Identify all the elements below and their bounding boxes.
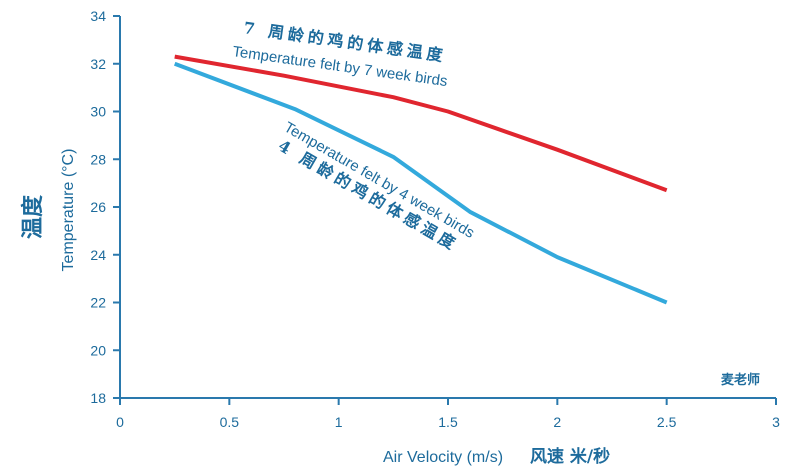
y-tick-label: 26 (90, 199, 106, 215)
y-tick-label: 34 (90, 8, 106, 24)
series-7week-line (174, 54, 668, 193)
x-tick-label: 2.5 (657, 414, 677, 430)
y-tick-label: 20 (90, 342, 106, 358)
x-tick-label: 1.5 (438, 414, 458, 430)
y-tick-label: 22 (90, 295, 106, 311)
x-ticks: 0 0.5 1 1.5 2 2.5 3 (116, 398, 780, 430)
watermark: 麦老师 (721, 372, 760, 388)
x-tick-label: 1 (335, 414, 343, 430)
y-tick-label: 28 (90, 151, 106, 167)
x-tick-label: 0.5 (220, 414, 240, 430)
series-4week-label: Temperature felt by 4 week birds (281, 119, 477, 242)
y-axis-title-cn: 温度 (20, 194, 46, 239)
x-axis-title-cn: 风速 米/秒 (530, 446, 610, 467)
y-tick-label: 30 (90, 104, 106, 120)
x-tick-label: 2 (553, 414, 561, 430)
y-axis-title: Temperature (°C) (60, 149, 77, 272)
x-tick-label: 0 (116, 414, 124, 430)
series-4week-label-cn: 4 周龄的鸡的体感温度 (275, 136, 462, 255)
x-axis-title: Air Velocity (m/s) (383, 449, 503, 466)
series-4week-line (173, 61, 668, 305)
y-ticks: 18 20 22 24 26 28 30 32 34 (90, 8, 120, 406)
x-tick-label: 3 (772, 414, 780, 430)
y-tick-label: 24 (90, 247, 106, 263)
y-tick-label: 32 (90, 56, 106, 72)
y-tick-label: 18 (90, 390, 106, 406)
series-layer (173, 54, 668, 305)
